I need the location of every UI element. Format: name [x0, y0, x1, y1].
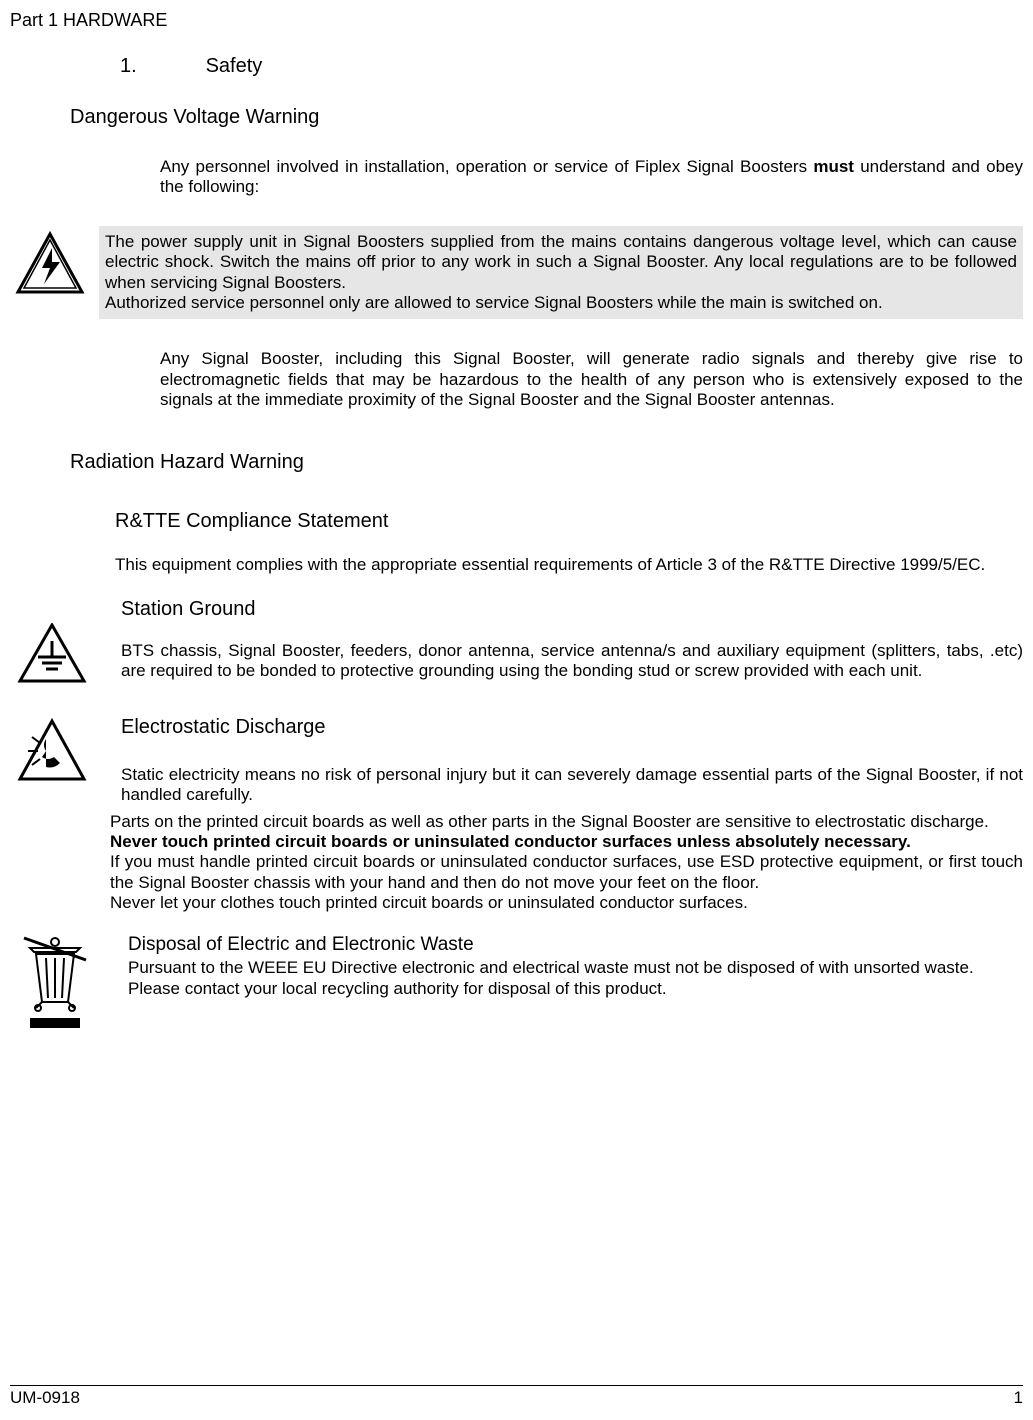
paragraph-esd-3: Never touch printed circuit boards or un…: [110, 832, 1023, 852]
paragraph-intro: Any personnel involved in installation, …: [160, 157, 1023, 198]
paragraph-esd-5: Never let your clothes touch printed cir…: [110, 893, 1023, 913]
warning-box-voltage: The power supply unit in Signal Boosters…: [10, 226, 1023, 320]
paragraph-radio: Any Signal Booster, including this Signa…: [160, 349, 1023, 410]
text: Any personnel involved in installation, …: [160, 157, 813, 176]
heading-weee: Disposal of Electric and Electronic Wast…: [128, 934, 1023, 957]
paragraph-station-ground: BTS chassis, Signal Booster, feeders, do…: [121, 641, 1023, 682]
row-esd: Electrostatic Discharge Static electrici…: [10, 715, 1023, 806]
text-bold: must: [813, 157, 854, 176]
row-weee: Disposal of Electric and Electronic Wast…: [10, 934, 1023, 1032]
high-voltage-icon: [10, 226, 99, 302]
row-station-ground: Station Ground BTS chassis, Signal Boost…: [10, 597, 1023, 685]
section-number: 1.: [120, 55, 200, 78]
paragraph-esd-1: Static electricity means no risk of pers…: [121, 765, 1023, 806]
warning-text: The power supply unit in Signal Boosters…: [99, 226, 1023, 320]
ground-icon: [10, 597, 121, 685]
esd-icon: [10, 715, 121, 789]
paragraph-rtte: This equipment complies with the appropr…: [115, 555, 1023, 575]
text: Authorized service personnel only are al…: [105, 293, 1017, 313]
heading-rtte: R&TTE Compliance Statement: [115, 510, 1023, 533]
paragraph-esd-4: If you must handle printed circuit board…: [110, 852, 1023, 893]
page-footer: UM-0918 1: [10, 1385, 1023, 1408]
paragraph-esd-2: Parts on the printed circuit boards as w…: [110, 812, 1023, 832]
heading-radiation: Radiation Hazard Warning: [70, 451, 1023, 474]
heading-esd: Electrostatic Discharge: [121, 715, 1023, 739]
heading-station-ground: Station Ground: [121, 597, 1023, 621]
section-title: Safety: [206, 55, 263, 77]
text: The power supply unit in Signal Boosters…: [105, 232, 1017, 293]
heading-dangerous-voltage: Dangerous Voltage Warning: [70, 106, 1023, 129]
footer-page-number: 1: [1014, 1388, 1023, 1408]
weee-icon: [10, 934, 128, 1032]
section-heading: 1. Safety: [120, 55, 1023, 78]
footer-doc-id: UM-0918: [10, 1388, 80, 1408]
paragraph-weee: Pursuant to the WEEE EU Directive electr…: [128, 958, 1023, 999]
page-header: Part 1 HARDWARE: [10, 10, 1023, 31]
